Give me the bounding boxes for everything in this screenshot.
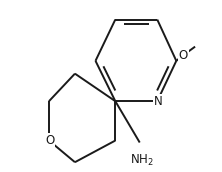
- Text: NH$_2$: NH$_2$: [130, 153, 154, 168]
- Text: N: N: [154, 95, 163, 108]
- Text: O: O: [45, 134, 54, 147]
- Text: O: O: [179, 49, 188, 62]
